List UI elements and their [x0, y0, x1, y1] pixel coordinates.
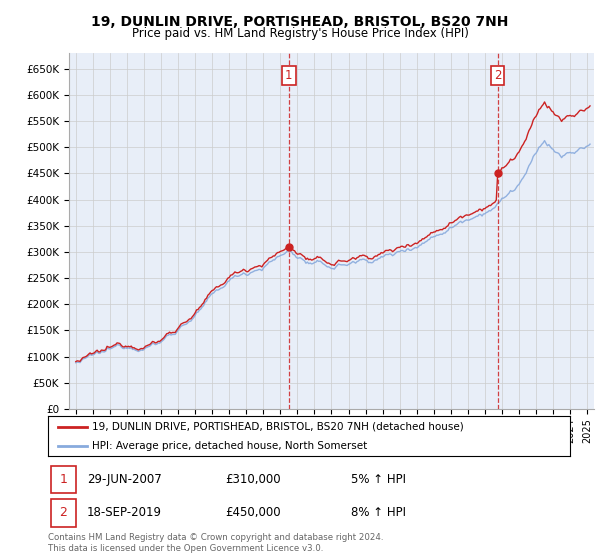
Text: HPI: Average price, detached house, North Somerset: HPI: Average price, detached house, Nort…: [92, 441, 368, 450]
Text: Contains HM Land Registry data © Crown copyright and database right 2024.
This d: Contains HM Land Registry data © Crown c…: [48, 533, 383, 553]
FancyBboxPatch shape: [50, 466, 76, 493]
Text: 18-SEP-2019: 18-SEP-2019: [87, 506, 162, 520]
Text: 5% ↑ HPI: 5% ↑ HPI: [351, 473, 406, 486]
Text: 2: 2: [59, 506, 67, 520]
Text: 29-JUN-2007: 29-JUN-2007: [87, 473, 162, 486]
Text: 1: 1: [59, 473, 67, 486]
Text: 19, DUNLIN DRIVE, PORTISHEAD, BRISTOL, BS20 7NH: 19, DUNLIN DRIVE, PORTISHEAD, BRISTOL, B…: [91, 15, 509, 29]
Text: 8% ↑ HPI: 8% ↑ HPI: [351, 506, 406, 520]
FancyBboxPatch shape: [50, 500, 76, 526]
Text: £310,000: £310,000: [226, 473, 281, 486]
Text: Price paid vs. HM Land Registry's House Price Index (HPI): Price paid vs. HM Land Registry's House …: [131, 27, 469, 40]
Text: 2: 2: [494, 69, 502, 82]
Text: £450,000: £450,000: [226, 506, 281, 520]
Text: 19, DUNLIN DRIVE, PORTISHEAD, BRISTOL, BS20 7NH (detached house): 19, DUNLIN DRIVE, PORTISHEAD, BRISTOL, B…: [92, 422, 464, 432]
Text: 1: 1: [285, 69, 293, 82]
